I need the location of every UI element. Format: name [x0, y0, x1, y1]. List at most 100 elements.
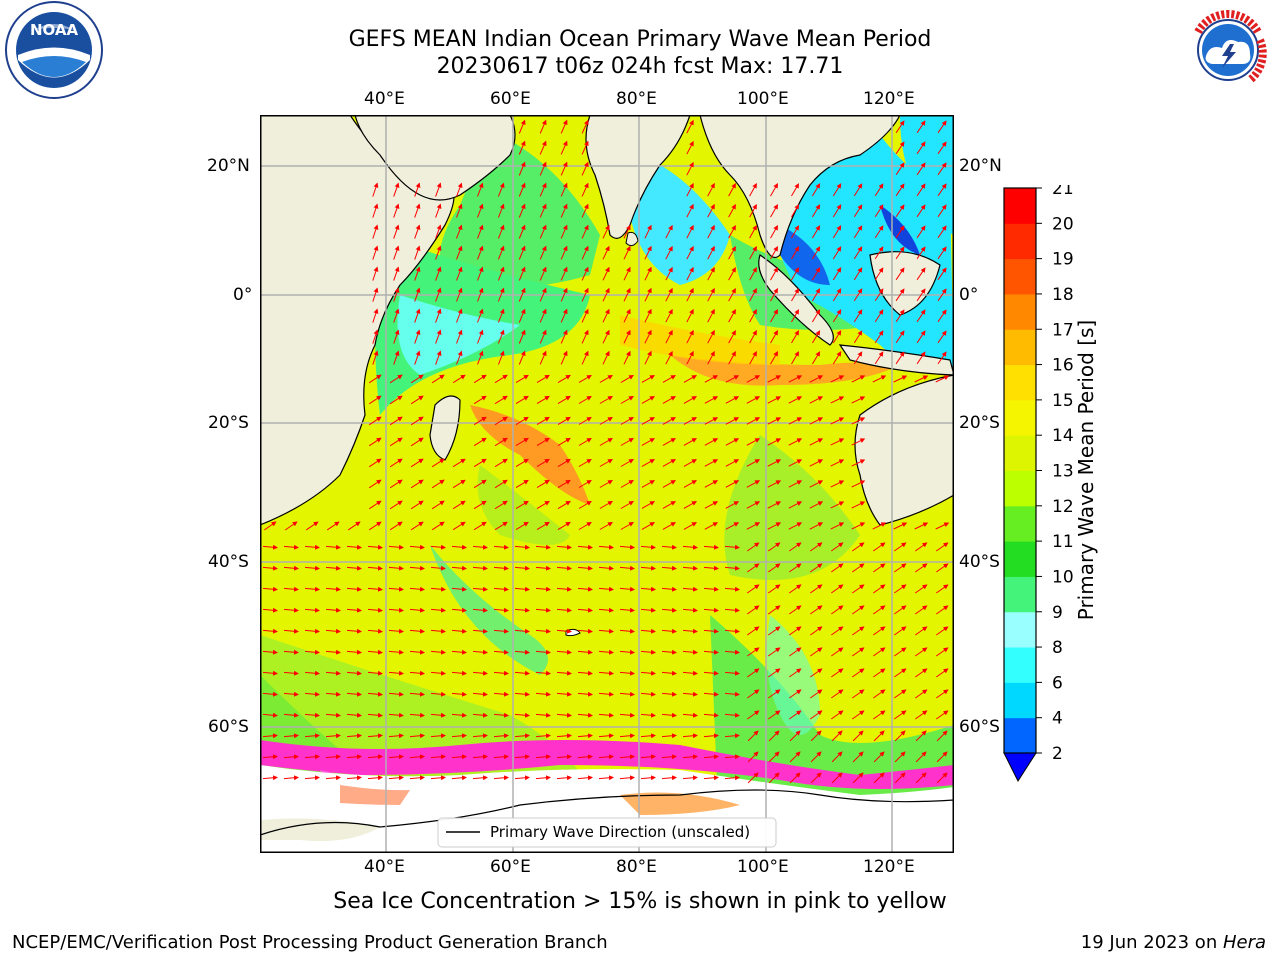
- wave-direction-arrow: [767, 501, 782, 509]
- wave-direction-arrow: [556, 586, 572, 592]
- wave-direction-arrow: [704, 438, 719, 446]
- wave-direction-arrow: [703, 586, 719, 592]
- wave-direction-arrow: [707, 329, 715, 344]
- wave-direction-arrow: [682, 628, 698, 634]
- wave-direction-arrow: [915, 563, 928, 573]
- wave-direction-arrow: [346, 691, 362, 697]
- wave-direction-arrow: [346, 712, 362, 718]
- wave-direction-arrow: [367, 628, 383, 634]
- wave-direction-arrow: [535, 712, 551, 718]
- wave-direction-arrow: [619, 712, 635, 718]
- wave-direction-arrow: [915, 710, 928, 720]
- wave-direction-arrow: [304, 733, 320, 739]
- legend-label: Primary Wave Direction (unscaled): [490, 823, 750, 841]
- wave-direction-arrow: [874, 288, 884, 302]
- wave-direction-arrow: [493, 628, 509, 634]
- wave-direction-arrow: [707, 266, 715, 281]
- wave-direction-arrow: [414, 245, 421, 260]
- wave-direction-arrow: [682, 691, 698, 697]
- wave-direction-arrow: [494, 437, 508, 447]
- wave-direction-arrow: [514, 754, 530, 760]
- wave-direction-arrow: [477, 245, 484, 260]
- wave-direction-arrow: [770, 267, 778, 281]
- wave-direction-arrow: [894, 668, 907, 678]
- wave-direction-arrow: [493, 733, 509, 739]
- wave-direction-arrow: [581, 161, 589, 176]
- wave-direction-arrow: [388, 607, 404, 613]
- wave-direction-arrow: [577, 565, 593, 571]
- wave-direction-arrow: [686, 140, 694, 155]
- wave-direction-arrow: [581, 182, 589, 197]
- footer-date-text: 19 Jun 2023 on: [1080, 932, 1223, 953]
- wave-direction-arrow: [325, 565, 341, 571]
- wave-direction-arrow: [368, 500, 382, 510]
- wave-direction-arrow: [894, 751, 906, 763]
- wave-direction-arrow: [493, 586, 509, 592]
- wave-direction-arrow: [410, 416, 424, 426]
- wave-direction-arrow: [414, 287, 421, 302]
- wave-direction-arrow: [851, 396, 866, 404]
- wave-direction-arrow: [346, 775, 362, 781]
- wave-direction-arrow: [791, 351, 800, 365]
- wave-direction-arrow: [623, 245, 631, 260]
- wave-direction-arrow: [788, 438, 803, 446]
- wave-direction-arrow: [451, 607, 467, 613]
- wave-direction-arrow: [935, 522, 950, 530]
- wave-direction-arrow: [725, 480, 740, 488]
- wave-direction-arrow: [853, 351, 863, 365]
- wave-direction-arrow: [578, 458, 592, 467]
- wave-direction-arrow: [640, 712, 656, 718]
- wave-direction-arrow: [518, 182, 526, 197]
- wave-direction-arrow: [644, 266, 652, 281]
- wave-direction-arrow: [640, 670, 656, 676]
- wave-direction-arrow: [831, 689, 844, 699]
- wave-direction-arrow: [728, 351, 736, 365]
- wave-direction-arrow: [456, 224, 463, 239]
- wave-direction-arrow: [623, 287, 631, 302]
- wave-direction-arrow: [770, 183, 778, 197]
- wave-direction-arrow: [791, 246, 800, 260]
- wave-direction-arrow: [556, 775, 572, 781]
- wave-direction-arrow: [704, 396, 719, 404]
- wave-direction-arrow: [894, 647, 907, 657]
- wave-direction-arrow: [937, 162, 947, 176]
- wave-direction-arrow: [749, 267, 757, 281]
- wave-direction-arrow: [539, 308, 547, 323]
- noaa-logo: NOAA: [4, 0, 104, 100]
- wave-direction-arrow: [284, 521, 298, 531]
- wave-direction-arrow: [578, 374, 592, 383]
- wave-direction-arrow: [873, 647, 886, 657]
- wave-direction-arrow: [577, 628, 593, 634]
- wave-direction-arrow: [451, 691, 467, 697]
- wave-direction-arrow: [456, 287, 463, 302]
- wave-direction-arrow: [747, 772, 759, 784]
- wave-direction-arrow: [894, 772, 906, 784]
- wave-direction-arrow: [577, 754, 593, 760]
- wave-direction-arrow: [325, 712, 341, 718]
- gridlines: [260, 115, 954, 853]
- wave-direction-arrow: [682, 712, 698, 718]
- wave-direction-arrow: [686, 182, 694, 197]
- wave-direction-arrow: [789, 689, 802, 699]
- wave-direction-arrow: [456, 329, 463, 344]
- wave-direction-arrow: [895, 204, 905, 218]
- wave-direction-arrow: [728, 183, 736, 197]
- wave-direction-arrow: [707, 350, 715, 365]
- wave-direction-arrow: [389, 521, 403, 531]
- wave-direction-arrow: [539, 224, 547, 239]
- wave-direction-arrow: [535, 775, 551, 781]
- wave-direction-arrow: [832, 183, 842, 197]
- wave-direction-arrow: [515, 458, 529, 468]
- wave-direction-arrow: [393, 245, 400, 260]
- wave-direction-arrow: [577, 775, 593, 781]
- wave-direction-arrow: [895, 225, 905, 239]
- wave-direction-arrows: [262, 119, 950, 784]
- wave-direction-arrow: [809, 522, 824, 530]
- wave-direction-arrow: [661, 628, 677, 634]
- wave-direction-arrow: [578, 521, 592, 530]
- wave-direction-arrow: [811, 183, 821, 197]
- wave-direction-arrow: [894, 542, 907, 552]
- wave-direction-arrow: [602, 287, 610, 302]
- wave-direction-arrow: [789, 668, 802, 678]
- wave-direction-arrow: [514, 544, 530, 550]
